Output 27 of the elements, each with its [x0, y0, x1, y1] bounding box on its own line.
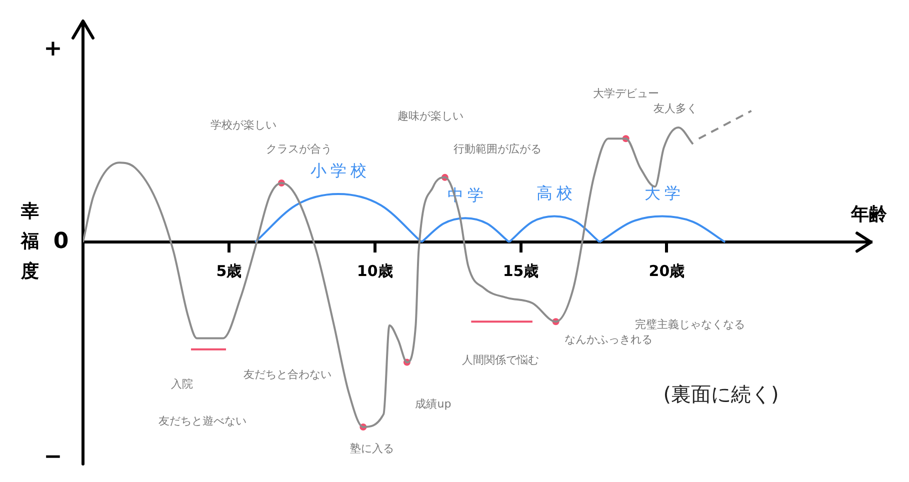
annotation: 成績up — [415, 398, 452, 411]
series-label: 大学 — [644, 183, 680, 202]
annotation: 趣味が楽しい — [397, 109, 464, 122]
annotation: 入院 — [171, 377, 194, 390]
text: 塾に入る — [350, 442, 394, 456]
x-tick-label: 10歳 — [356, 262, 393, 280]
annotation: 完璧主義じゃなくなる — [635, 318, 746, 332]
annotation: 友人多く — [653, 102, 698, 115]
annotation: 友だちと合わない — [243, 368, 332, 382]
series-label: 小学校 — [310, 161, 366, 180]
text: 大学デビュー — [592, 87, 659, 100]
x-tick-label: 15歳 — [502, 262, 539, 280]
annotation: 友だちと遊べない — [158, 414, 247, 428]
text: 0 — [53, 228, 69, 254]
text: − — [44, 444, 62, 470]
x-axis-title: 年齢 — [850, 204, 888, 225]
series-label: 高校 — [536, 183, 572, 202]
annotation: クラスが合う — [266, 142, 332, 156]
x-tick-label: 20歳 — [648, 262, 685, 280]
text: + — [44, 36, 62, 62]
annotation: 人間関係で悩む — [462, 353, 539, 366]
annotation: (裏面に続く) — [663, 382, 779, 406]
y-axis-title: 幸福度 — [20, 200, 39, 282]
annotation: なんかふっきれる — [564, 332, 652, 346]
x-tick-label: 5歳 — [216, 262, 242, 280]
annotation: 学校が楽しい — [210, 118, 277, 132]
annotation: 行動範囲が広がる — [453, 142, 542, 156]
